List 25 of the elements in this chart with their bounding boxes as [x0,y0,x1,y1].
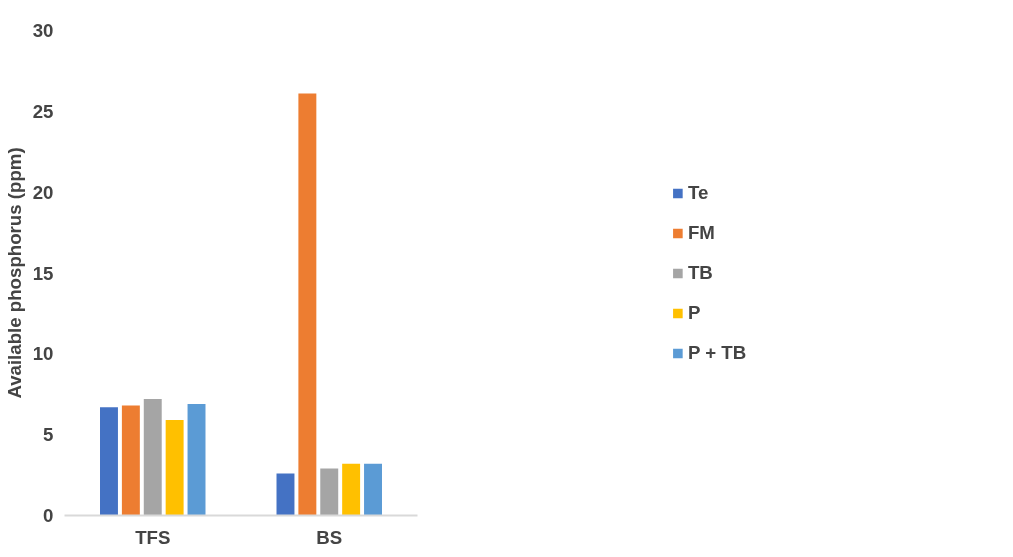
y-tick-label: 10 [32,343,54,365]
x-tick-label: BS [316,526,343,548]
bar [165,420,184,516]
bar [276,473,295,516]
y-tick-label: 15 [32,262,54,284]
legend-label: P + TB [687,341,747,364]
legend-label: Te [687,181,709,204]
legend-label: FM [687,221,715,244]
y-tick-label: 30 [32,20,54,41]
legend-label: P [687,301,702,324]
bar [187,403,206,516]
bar [100,407,118,516]
y-tick-label: 20 [32,181,54,203]
bar [342,463,361,516]
bar [143,399,162,516]
y-axis-title: Available phosphorus (ppm) [3,147,25,399]
x-tick-label: TFS [135,526,171,548]
legend-label: TB [687,261,713,284]
bar [121,405,140,516]
bar [364,463,382,516]
bar [298,93,317,516]
y-tick-label: 0 [43,505,54,526]
bar [320,468,339,516]
y-tick-label: 25 [32,100,54,122]
y-tick-label: 5 [43,424,54,446]
